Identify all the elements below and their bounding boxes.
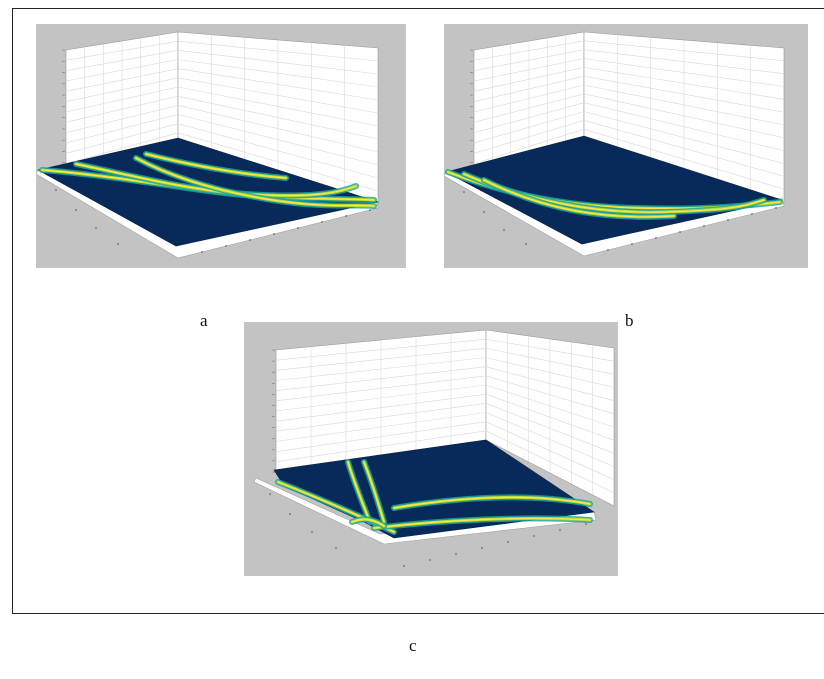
figure-border [12,8,824,614]
panel-label-b: b [625,311,634,330]
surface-plot-a [36,31,380,259]
surface [36,137,380,259]
plot-panel-b [444,24,808,268]
surface-plot-b [444,31,785,257]
surface-ridge [391,494,593,511]
surface-ridge [361,459,387,525]
surface-ridge [371,515,593,531]
axes-box [272,329,615,507]
axis-ticks [55,189,371,253]
plot-panel-a [36,24,406,268]
axis-ticks [269,493,587,567]
axes-box [470,31,785,203]
axis-ticks [463,191,777,251]
surface-ridge [133,155,377,209]
surface [444,135,785,257]
panel-label-a: a [200,311,208,330]
surface-ridge [481,177,677,220]
panel-label-c: c [409,636,417,655]
plot-panel-c [244,322,618,576]
surface-ridge [349,516,387,529]
surface-ridge [143,151,289,181]
surface [253,439,597,545]
axes-box [62,31,379,205]
surface-plot-c [253,329,615,567]
